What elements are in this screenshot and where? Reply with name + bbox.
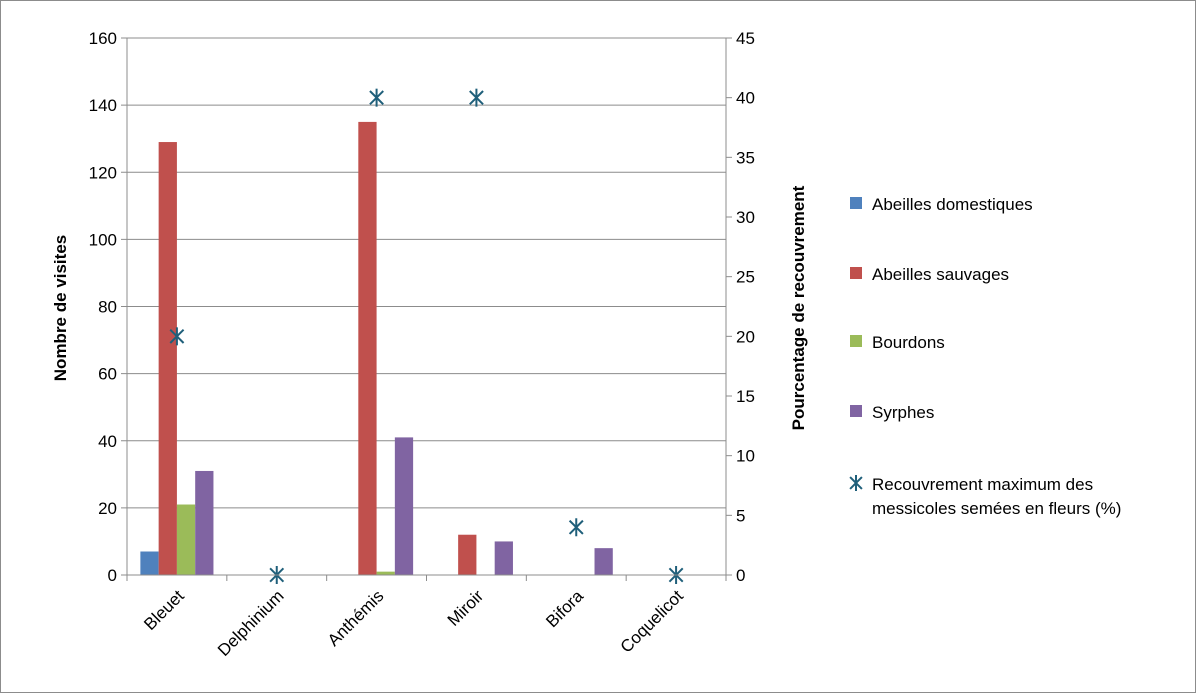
legend-swatch: [850, 335, 862, 347]
left-axis-ticks: 0 20 40 60 80 100 120 140 160: [89, 29, 117, 585]
category-label: Miroir: [444, 586, 488, 630]
right-axis-ticks: 0 5 10 15 20 25 30 35 40 45: [736, 29, 755, 585]
right-tick-label: 40: [736, 89, 755, 108]
legend-label: Bourdons: [872, 333, 945, 352]
left-tick-label: 80: [98, 298, 117, 317]
bars: [140, 121, 613, 575]
recouvrement-markers: [169, 88, 684, 584]
legend-swatch: [850, 405, 862, 417]
category-label: Anthémis: [324, 586, 388, 650]
right-tick-label: 15: [736, 387, 755, 406]
category-label: Delphinium: [214, 586, 288, 660]
right-tick-label: 45: [736, 29, 755, 48]
left-axis-title: Nombre de visites: [51, 235, 70, 381]
right-tick-label: 0: [736, 566, 745, 585]
right-tick-label: 35: [736, 148, 755, 167]
bar: [458, 534, 477, 575]
axes: [121, 37, 732, 581]
recouvrement-point: [568, 518, 584, 537]
legend-label: Abeilles domestiques: [872, 195, 1033, 214]
recouvrement-point: [369, 88, 384, 107]
legend-label: Recouvrement maximum des messicoles semée…: [872, 475, 1121, 518]
left-tick-label: 40: [98, 432, 117, 451]
left-tick-label: 60: [98, 365, 117, 384]
bar: [376, 571, 395, 575]
legend: Abeilles domestiques Abeilles sauvages Bou…: [849, 195, 1121, 518]
right-tick-label: 30: [736, 208, 755, 227]
bar: [176, 504, 196, 575]
bar: [594, 548, 613, 575]
right-tick-label: 20: [736, 327, 755, 346]
category-labels: Bleuet Delphinium Anthémis Miroir Bifora Coqu…: [140, 586, 687, 660]
bar: [158, 142, 177, 575]
right-tick-label: 5: [736, 506, 745, 525]
category-label: Coquelicot: [617, 586, 687, 656]
bar: [358, 121, 377, 575]
category-label: Bifora: [542, 586, 587, 631]
left-tick-label: 100: [89, 230, 117, 249]
left-tick-label: 140: [89, 96, 117, 115]
left-tick-label: 20: [98, 499, 117, 518]
recouvrement-point: [469, 88, 484, 107]
legend-swatch: [850, 197, 862, 209]
right-axis-title: Pourcentage de recouvrement: [789, 185, 808, 430]
bar: [494, 541, 513, 575]
left-tick-label: 160: [89, 29, 117, 48]
legend-swatch: [850, 267, 862, 279]
bar: [140, 551, 159, 575]
left-tick-label: 0: [108, 566, 117, 585]
category-label: Bleuet: [140, 586, 188, 634]
bar: [195, 470, 214, 575]
legend-label: Abeilles sauvages: [872, 265, 1009, 284]
bar: [394, 437, 414, 575]
recouvrement-point: [169, 327, 185, 346]
legend-marker: [849, 475, 863, 491]
right-tick-label: 25: [736, 268, 755, 287]
gridlines: [127, 37, 726, 509]
right-tick-label: 10: [736, 447, 755, 466]
legend-label: Syrphes: [872, 403, 934, 422]
left-tick-label: 120: [89, 163, 117, 182]
